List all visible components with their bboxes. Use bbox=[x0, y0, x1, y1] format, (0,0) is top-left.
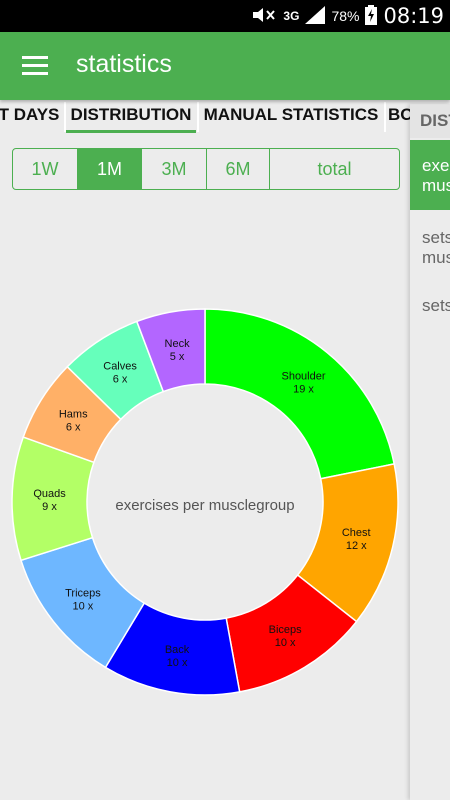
chart-center-title: exercises per musclegroup bbox=[115, 497, 294, 514]
slice-value-label: 9 x bbox=[42, 501, 57, 513]
side-item-line: musc bbox=[422, 248, 450, 267]
battery-icon bbox=[365, 4, 378, 28]
slice-neck[interactable] bbox=[135, 308, 206, 393]
side-item-line: exerc bbox=[422, 156, 450, 175]
signal-icon bbox=[305, 5, 326, 27]
tab-divider bbox=[384, 102, 386, 132]
slice-value-label: 5 x bbox=[170, 351, 185, 363]
side-item-line: sets bbox=[422, 228, 450, 247]
slice-value-label: 6 x bbox=[66, 421, 81, 433]
page-title: statistics bbox=[76, 50, 172, 78]
side-item-sets-per-musclegroup[interactable]: sets musc bbox=[410, 228, 450, 268]
slice-label: Quads bbox=[33, 488, 66, 500]
chart-slices bbox=[11, 308, 399, 696]
slice-label: Biceps bbox=[269, 624, 303, 636]
slice-value-label: 10 x bbox=[275, 637, 296, 649]
network-type: 3G bbox=[283, 9, 300, 23]
clock: 08:19 bbox=[383, 4, 444, 28]
slice-label: Shoulder bbox=[281, 371, 325, 383]
app-bar: statistics bbox=[0, 32, 450, 100]
tab-bar: T DAYS DISTRIBUTION MANUAL STATISTICS BO bbox=[0, 100, 450, 134]
slice-label: Chest bbox=[342, 527, 371, 539]
side-item-line: musc bbox=[422, 176, 450, 195]
slice-value-label: 10 x bbox=[167, 657, 188, 669]
slice-value-label: 12 x bbox=[346, 540, 367, 552]
slice-label: Back bbox=[165, 644, 190, 656]
range-6m-button[interactable]: 6M bbox=[207, 149, 270, 189]
side-item-exercises-per-musclegroup[interactable]: exerc musc bbox=[410, 140, 450, 210]
side-item-line: sets bbox=[422, 296, 450, 315]
status-icons: 3G 78% 08:19 bbox=[251, 0, 444, 32]
range-1m-button[interactable]: 1M bbox=[78, 149, 142, 189]
slice-shoulder[interactable] bbox=[204, 308, 396, 480]
tab-distribution[interactable]: DISTRIBUTION bbox=[66, 102, 196, 133]
tab-bo[interactable]: BO bbox=[388, 105, 414, 124]
tab-days[interactable]: T DAYS bbox=[0, 105, 60, 124]
mute-icon bbox=[251, 7, 277, 26]
status-bar: 3G 78% 08:19 bbox=[0, 0, 450, 32]
battery-percent: 78% bbox=[331, 8, 360, 24]
slice-label: Neck bbox=[165, 338, 191, 350]
slice-value-label: 6 x bbox=[113, 374, 128, 386]
range-1w-button[interactable]: 1W bbox=[13, 149, 78, 189]
range-total-button[interactable]: total bbox=[317, 158, 352, 179]
side-panel: DISTI exerc musc sets musc sets bbox=[410, 104, 450, 800]
tab-manual-statistics[interactable]: MANUAL STATISTICS bbox=[203, 105, 379, 124]
side-item-sets[interactable]: sets bbox=[410, 296, 450, 316]
range-3m-button[interactable]: 3M bbox=[142, 149, 207, 189]
slice-value-label: 19 x bbox=[293, 384, 314, 396]
slice-label: Triceps bbox=[65, 587, 101, 599]
slice-label: Hams bbox=[59, 408, 88, 420]
slice-label: Calves bbox=[103, 361, 137, 373]
tab-divider bbox=[197, 102, 199, 132]
slice-value-label: 10 x bbox=[73, 600, 94, 612]
side-panel-header: DISTI bbox=[410, 104, 450, 138]
tab-divider bbox=[64, 102, 66, 132]
menu-icon[interactable] bbox=[22, 56, 48, 76]
time-range-selector: 1W 1M 3M 6M total bbox=[12, 148, 400, 190]
